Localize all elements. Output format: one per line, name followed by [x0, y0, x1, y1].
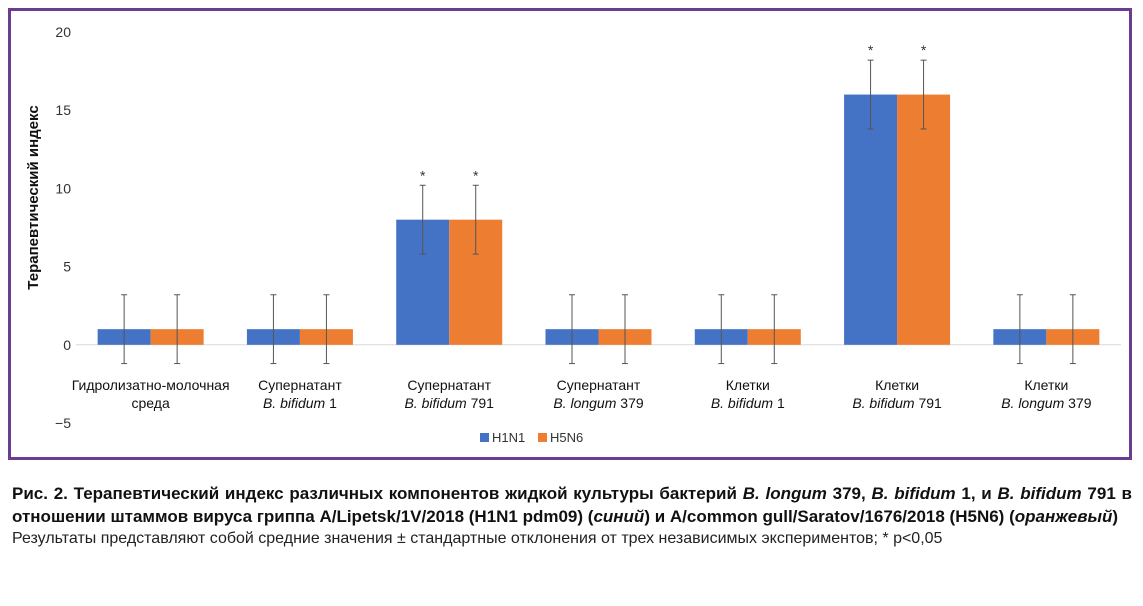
y-tick-label: 5 [63, 259, 71, 275]
caption-title-part: 791 в отношении штаммов вируса гриппа A/… [12, 484, 1132, 526]
category-label-species: B. longum [553, 395, 616, 411]
legend-swatch-h5n6 [538, 433, 547, 442]
caption-title-part: B. bifidum [997, 484, 1082, 503]
caption-title-part: ) и A/common gull/Saratov/1676/2018 (H5N… [644, 507, 1015, 526]
bar-h5n6 [897, 94, 951, 345]
category-label-strain: 791 [915, 395, 942, 411]
significance-marker: * [868, 42, 874, 58]
caption-title-part: 379, [826, 484, 872, 503]
legend-label: H5N6 [550, 430, 583, 445]
caption-title-part: Рис. 2. Терапевтический индекс различных… [12, 484, 743, 503]
caption-title-part: ) [1112, 507, 1119, 526]
category-label-line2: B. bifidum 791 [404, 395, 494, 411]
y-tick-label: 10 [55, 180, 71, 196]
caption-title-part: B. bifidum [871, 484, 956, 503]
significance-marker: * [420, 167, 426, 183]
category-label-strain: 379 [1064, 395, 1091, 411]
category-label-species: B. bifidum [404, 395, 467, 411]
y-axis-title: Терапевтический индекс [25, 105, 42, 289]
category-label-strain: 791 [467, 395, 494, 411]
significance-marker: * [473, 167, 479, 183]
caption-note: Результаты представляют собой средние зн… [12, 530, 943, 547]
category-label-strain: 379 [616, 395, 643, 411]
caption-title-part: оранжевый [1014, 507, 1113, 526]
figure-caption: Рис. 2. Терапевтический индекс различных… [12, 482, 1132, 550]
y-tick-label: 15 [55, 102, 71, 118]
category-label: Клетки [1024, 377, 1068, 393]
category-label: Гидролизатно-молочная [72, 377, 230, 393]
category-label-species: B. longum [1001, 395, 1064, 411]
category-label-strain: 1 [325, 395, 337, 411]
category-label: Супернатант [407, 377, 491, 393]
category-label-species: B. bifidum [263, 395, 326, 411]
y-tick-label: 0 [63, 337, 71, 353]
category-label-line2: B. bifidum 1 [263, 395, 337, 411]
y-tick-label: −5 [55, 415, 71, 431]
category-label-strain: 1 [773, 395, 785, 411]
category-label: Клетки [875, 377, 919, 393]
category-label-line2: B. longum 379 [1001, 395, 1092, 411]
category-label-text: среда [132, 395, 170, 411]
category-label: Супернатант [557, 377, 641, 393]
caption-title-part: 1, и [955, 484, 998, 503]
legend-label: H1N1 [492, 430, 525, 445]
chart-frame: −5 0 5 10 15 20 Терапевтический индекс * * * * Гидр… [8, 8, 1132, 460]
category-label: Супернатант [258, 377, 342, 393]
bar-h1n1 [844, 94, 898, 345]
caption-title: Рис. 2. Терапевтический индекс различных… [12, 482, 1132, 528]
legend-swatch-h1n1 [480, 433, 489, 442]
category-label: Клетки [726, 377, 770, 393]
category-label-line2: B. bifidum 1 [711, 395, 785, 411]
y-tick-label: 20 [55, 24, 71, 40]
significance-marker: * [921, 42, 927, 58]
caption-title-part: B. longum [742, 484, 827, 503]
category-label-species: B. bifidum [711, 395, 774, 411]
category-label-line2: B. longum 379 [553, 395, 644, 411]
bar-chart: −5 0 5 10 15 20 Терапевтический индекс * * * * Гидр… [25, 24, 1121, 445]
caption-title-part: синий [593, 507, 645, 526]
category-label-species: B. bifidum [852, 395, 915, 411]
category-label-line2: среда [132, 395, 170, 411]
category-label-line2: B. bifidum 791 [852, 395, 942, 411]
